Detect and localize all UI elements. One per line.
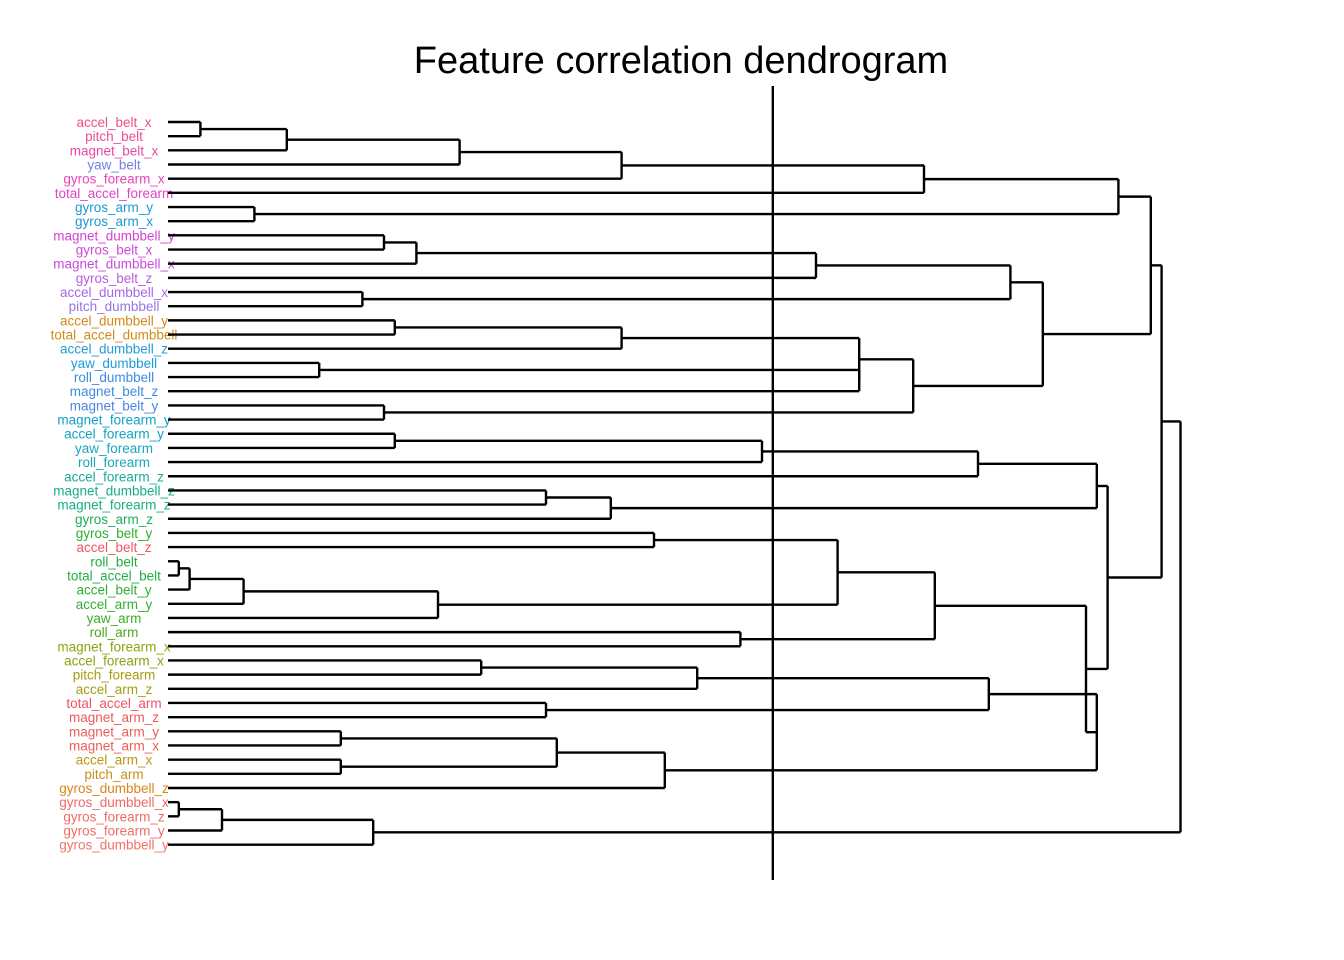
leaf-label: gyros_arm_z xyxy=(75,512,153,527)
leaf-label: accel_belt_y xyxy=(76,583,151,598)
leaf-label: accel_belt_z xyxy=(76,540,151,555)
leaf-label: magnet_arm_z xyxy=(69,710,159,725)
leaf-label: magnet_arm_x xyxy=(69,738,159,753)
leaf-label: magnet_belt_x xyxy=(70,143,159,158)
leaf-label: accel_dumbbell_z xyxy=(60,342,168,357)
leaf-label: gyros_dumbbell_z xyxy=(59,781,169,796)
leaf-label: total_accel_arm xyxy=(66,696,161,711)
leaf-label: accel_dumbbell_y xyxy=(60,313,168,328)
leaf-label: magnet_dumbbell_y xyxy=(53,228,175,243)
leaf-label: magnet_belt_y xyxy=(70,398,159,413)
leaf-label: gyros_forearm_y xyxy=(63,824,165,839)
leaf-label: roll_arm xyxy=(90,625,139,640)
leaf-label: gyros_forearm_z xyxy=(63,809,165,824)
leaf-label: accel_forearm_y xyxy=(64,427,164,442)
leaf-label: pitch_belt xyxy=(85,129,143,144)
leaf-label: pitch_forearm xyxy=(73,668,156,683)
leaf-label: magnet_arm_y xyxy=(69,724,159,739)
leaf-label: total_accel_forearm xyxy=(55,186,174,201)
leaf-label: gyros_arm_x xyxy=(75,214,153,229)
leaf-label: gyros_arm_y xyxy=(75,200,153,215)
leaf-label: roll_forearm xyxy=(78,455,150,470)
leaf-label: magnet_forearm_z xyxy=(57,498,171,513)
leaf-label: gyros_dumbbell_x xyxy=(59,795,169,810)
leaf-label: accel_forearm_x xyxy=(64,653,164,668)
leaf-label: yaw_belt xyxy=(87,158,141,173)
leaf-label: accel_dumbbell_x xyxy=(60,285,168,300)
leaf-label: magnet_forearm_y xyxy=(57,413,171,428)
leaf-label: magnet_dumbbell_x xyxy=(53,257,175,272)
leaf-label: total_accel_dumbbell xyxy=(51,328,178,343)
leaf-label: yaw_arm xyxy=(87,611,142,626)
leaf-label: yaw_forearm xyxy=(75,441,153,456)
dendrogram-branches xyxy=(168,120,1182,846)
leaf-label: accel_forearm_z xyxy=(64,469,164,484)
leaf-label: gyros_belt_z xyxy=(76,271,153,286)
leaf-label: gyros_belt_y xyxy=(76,526,153,541)
leaf-label: yaw_dumbbell xyxy=(71,356,157,371)
leaf-label: accel_arm_z xyxy=(76,682,153,697)
leaf-label: magnet_belt_z xyxy=(70,384,159,399)
leaf-label: accel_arm_x xyxy=(76,753,153,768)
leaf-label: gyros_dumbbell_y xyxy=(59,838,169,853)
leaf-label: magnet_forearm_x xyxy=(57,639,171,654)
leaf-label: roll_belt xyxy=(90,554,138,569)
leaf-labels: accel_belt_xpitch_beltmagnet_belt_xyaw_b… xyxy=(51,115,178,853)
leaf-label: total_accel_belt xyxy=(67,568,161,583)
leaf-label: gyros_belt_x xyxy=(76,243,153,258)
leaf-label: accel_belt_x xyxy=(76,115,151,130)
leaf-label: pitch_arm xyxy=(84,767,143,782)
leaf-label: accel_arm_y xyxy=(76,597,153,612)
chart-title: Feature correlation dendrogram xyxy=(413,40,949,82)
leaf-label: gyros_forearm_x xyxy=(63,172,165,187)
leaf-label: magnet_dumbbell_z xyxy=(53,483,175,498)
leaf-label: pitch_dumbbell xyxy=(69,299,160,314)
leaf-label: roll_dumbbell xyxy=(74,370,154,385)
